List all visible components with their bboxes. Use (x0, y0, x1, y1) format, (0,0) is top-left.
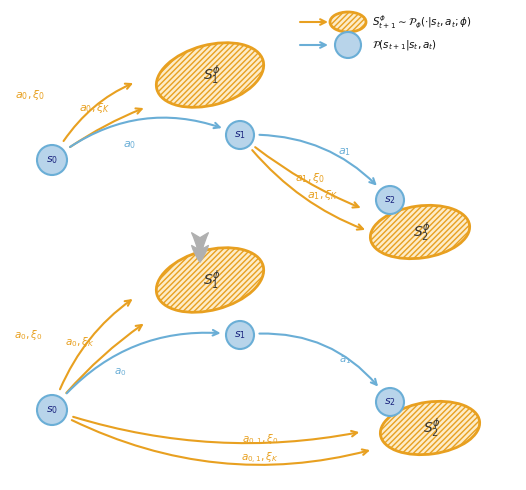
Text: $a_0, \xi_0$: $a_0, \xi_0$ (14, 328, 42, 342)
Text: $S_2^{\phi}$: $S_2^{\phi}$ (423, 416, 441, 440)
Text: $s_0$: $s_0$ (46, 404, 58, 416)
Circle shape (37, 145, 67, 175)
Circle shape (376, 388, 404, 416)
Circle shape (335, 32, 361, 58)
Text: $a_{0,1}, \xi_K$: $a_{0,1}, \xi_K$ (241, 450, 279, 465)
Text: $s_2$: $s_2$ (384, 194, 396, 206)
Text: $S_{t+1}^{\phi}\sim\mathcal{P}_{\phi}(\cdot|s_t, a_t;\phi)$: $S_{t+1}^{\phi}\sim\mathcal{P}_{\phi}(\c… (372, 13, 472, 31)
Text: $a_0, \xi_K$: $a_0, \xi_K$ (65, 335, 95, 349)
Ellipse shape (156, 43, 264, 107)
Text: $s_1$: $s_1$ (234, 129, 246, 141)
Text: $S_1^{\phi}$: $S_1^{\phi}$ (203, 63, 221, 87)
Text: $s_2$: $s_2$ (384, 396, 396, 408)
Text: $a_1, \xi_0$: $a_1, \xi_0$ (295, 171, 325, 185)
Text: $S_2^{\phi}$: $S_2^{\phi}$ (413, 220, 431, 244)
Ellipse shape (380, 401, 480, 455)
Ellipse shape (370, 205, 470, 259)
Text: $a_1$: $a_1$ (338, 146, 351, 158)
Text: $a_0, \xi_K$: $a_0, \xi_K$ (79, 101, 111, 115)
Text: $a_1$: $a_1$ (339, 354, 351, 366)
Text: $a_0, \xi_0$: $a_0, \xi_0$ (15, 88, 45, 102)
Text: $\mathcal{P}(s_{t+1}|s_t, a_t)$: $\mathcal{P}(s_{t+1}|s_t, a_t)$ (372, 38, 437, 52)
Ellipse shape (156, 248, 264, 312)
Circle shape (226, 121, 254, 149)
Circle shape (37, 395, 67, 425)
Ellipse shape (330, 12, 366, 32)
Text: $a_0$: $a_0$ (124, 139, 137, 151)
Text: $a_0$: $a_0$ (114, 366, 126, 378)
Circle shape (376, 186, 404, 214)
Text: $a_{0,1}, \xi_0$: $a_{0,1}, \xi_0$ (241, 433, 278, 447)
Text: $a_1, \xi_K$: $a_1, \xi_K$ (307, 188, 339, 202)
Text: $s_1$: $s_1$ (234, 329, 246, 341)
Text: $s_0$: $s_0$ (46, 154, 58, 166)
Text: $S_1^{\phi}$: $S_1^{\phi}$ (203, 269, 221, 292)
Circle shape (226, 321, 254, 349)
